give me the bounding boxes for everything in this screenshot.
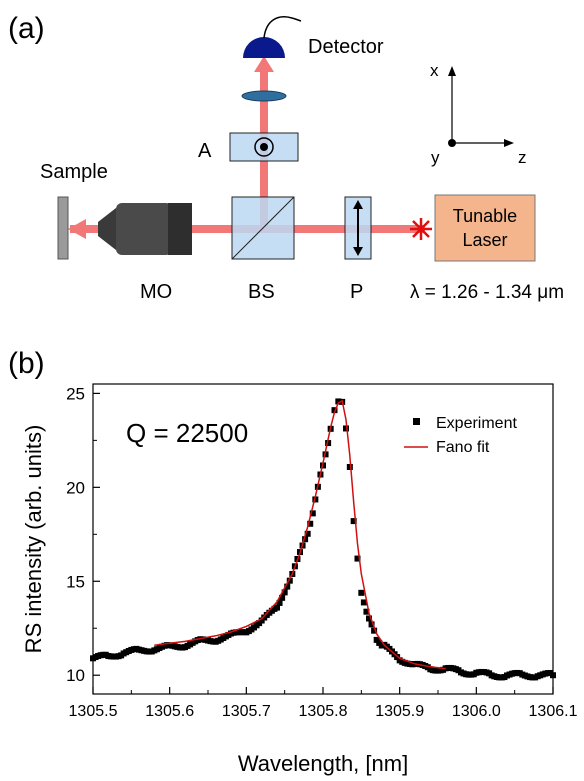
experiment-point <box>281 589 288 596</box>
analyzer <box>229 132 299 162</box>
experiment-point <box>276 599 283 606</box>
laser-source-star <box>410 218 432 240</box>
setup-diagram: (a) Sample MO BS P <box>8 12 564 303</box>
experiment-point <box>274 604 280 611</box>
experiment-point <box>366 615 372 622</box>
q-factor-annotation: Q = 22500 <box>126 418 248 448</box>
legend: Experiment Fano fit <box>404 415 517 456</box>
beamsplitter <box>231 196 295 260</box>
axis-x-label: x <box>430 61 439 80</box>
experiment-point <box>368 621 375 628</box>
experiment-point <box>279 594 286 601</box>
analyzer-label: A <box>198 140 212 162</box>
experiment-point <box>360 599 367 606</box>
microscope-objective <box>98 203 192 255</box>
tunable-laser <box>434 194 536 262</box>
x-tick-label: 1306.1 <box>529 703 578 720</box>
fano-fit-line <box>154 399 446 670</box>
legend-label-fano: Fano fit <box>436 439 490 456</box>
experiment-point <box>309 510 316 517</box>
x-tick-label: 1305.5 <box>69 703 118 720</box>
coordinate-axes <box>448 66 514 147</box>
panel-b-label: (b) <box>8 347 45 380</box>
experiment-point <box>550 672 556 679</box>
experiment-point <box>335 398 342 405</box>
axis-z-label: z <box>518 148 527 167</box>
panel-a-label: (a) <box>8 12 45 45</box>
detector-label: Detector <box>308 36 384 58</box>
experiment-point <box>284 583 291 590</box>
experiment-point <box>363 608 370 615</box>
polarizer-label: P <box>350 281 363 303</box>
y-axis-ticks: 10 15 20 25 <box>66 384 100 685</box>
series-layer <box>90 398 556 681</box>
experiment-point <box>307 520 314 527</box>
x-axis-label: Wavelength, [nm] <box>238 751 408 776</box>
experiment-point <box>304 530 311 537</box>
sample-label: Sample <box>40 161 108 183</box>
laser-label-line1: Tunable <box>453 206 517 226</box>
x-tick-label: 1305.7 <box>222 703 271 720</box>
focusing-lens <box>241 90 287 102</box>
objective-label: MO <box>140 281 172 303</box>
experiment-point <box>354 555 361 562</box>
experiment-point <box>302 536 309 543</box>
experiment-point <box>325 440 332 447</box>
wavelength-range-label: λ = 1.26 - 1.34 μm <box>410 282 564 303</box>
experiment-point <box>373 636 380 643</box>
experiment-point <box>343 425 349 432</box>
y-axis-label: RS intensity (arb. units) <box>21 425 46 654</box>
x-tick-label: 1305.9 <box>375 703 424 720</box>
x-tick-label: 1305.6 <box>145 703 194 720</box>
experiment-point <box>358 589 365 596</box>
experiment-point <box>350 518 357 525</box>
y-tick-label: 20 <box>66 478 85 497</box>
experiment-point <box>346 463 353 470</box>
x-tick-label: 1305.8 <box>299 703 348 720</box>
sample-plate <box>57 196 69 260</box>
experiment-point <box>286 577 293 584</box>
x-tick-label: 1306.0 <box>452 703 501 720</box>
axis-y-label: y <box>431 148 440 167</box>
laser-label-line2: Laser <box>462 230 507 250</box>
experiment-point <box>331 407 338 414</box>
polarizer <box>344 196 372 260</box>
legend-marker-experiment <box>413 418 420 425</box>
y-tick-label: 15 <box>66 572 85 591</box>
experiment-point <box>371 627 378 634</box>
y-tick-label: 25 <box>66 384 85 403</box>
beam-arrow-to-sample <box>68 219 86 239</box>
legend-label-experiment: Experiment <box>436 415 517 432</box>
y-tick-label: 10 <box>66 666 85 685</box>
beam-arrow-to-detector <box>254 56 274 72</box>
x-axis-ticks: 1305.5 1305.6 1305.7 1305.8 1305.9 1306.0 1306… <box>69 687 578 720</box>
detector <box>243 16 302 58</box>
beamsplitter-label: BS <box>248 281 275 303</box>
